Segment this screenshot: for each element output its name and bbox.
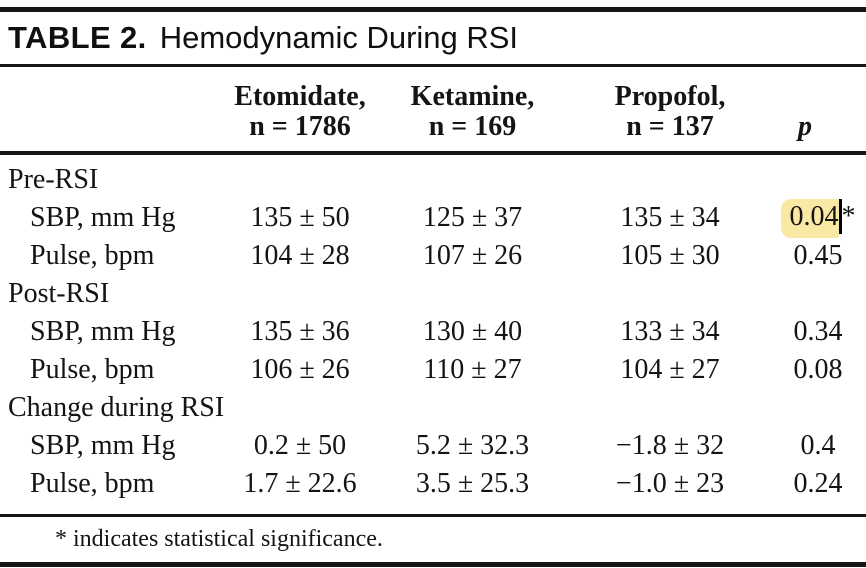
cell-propofol: 104 ± 27 — [620, 354, 720, 386]
section-change-rsi: Change during RSI — [0, 389, 866, 427]
section-pre-rsi: Pre-RSI — [0, 153, 866, 199]
cell-etomidate: 1.7 ± 22.6 — [243, 468, 357, 500]
cell-ketamine: 3.5 ± 25.3 — [415, 468, 530, 500]
cell-p-value: 0.34 — [793, 316, 843, 348]
cell-etomidate: 135 ± 50 — [250, 202, 350, 234]
row-label: SBP, mm Hg — [30, 430, 176, 462]
cell-etomidate: 104 ± 28 — [250, 240, 350, 272]
cell-etomidate: 106 ± 26 — [250, 354, 350, 386]
table-number: TABLE 2. — [8, 20, 147, 55]
row-label: Pulse, bpm — [30, 468, 155, 500]
cell-ketamine: 5.2 ± 32.3 — [415, 430, 530, 462]
cell-ketamine: 107 ± 26 — [422, 240, 523, 272]
header-propofol: Propofol, — [614, 81, 726, 112]
header-row-drug-names: Etomidate, Ketamine, Propofol, — [0, 67, 866, 112]
table-row-change-pulse: Pulse, bpm 1.7 ± 22.6 3.5 ± 25.3 −1.0 ± … — [0, 465, 866, 503]
table-row-pre-sbp: SBP, mm Hg 135 ± 50 125 ± 37 135 ± 34 0.… — [0, 198, 866, 238]
cell-p-value: 0.24 — [793, 468, 843, 500]
cell-propofol: −1.0 ± 23 — [615, 468, 725, 500]
header-etomidate-n: n = 1786 — [225, 111, 375, 156]
cell-ketamine: 110 ± 27 — [423, 354, 522, 386]
header-etomidate: Etomidate, — [234, 81, 366, 112]
cell-p-value: 0.08 — [793, 354, 843, 386]
highlight-annotation[interactable]: 0.04 — [780, 198, 839, 238]
section-label: Pre-RSI — [8, 164, 99, 196]
cell-propofol: 105 ± 30 — [620, 240, 720, 272]
table-row-change-sbp: SBP, mm Hg 0.2 ± 50 5.2 ± 32.3 −1.8 ± 32… — [0, 427, 866, 465]
header-ketamine: Ketamine, — [410, 81, 535, 112]
cell-ketamine: 130 ± 40 — [422, 316, 523, 348]
footnote-rule — [0, 514, 866, 518]
cell-p-value: 0.4 — [800, 430, 836, 462]
cell-propofol: −1.8 ± 32 — [615, 430, 725, 462]
hemodynamics-table: Etomidate, Ketamine, Propofol, n = 1786 … — [0, 67, 866, 503]
header-propofol-n: n = 137 — [570, 111, 770, 156]
bottom-rule — [0, 562, 866, 568]
header-empty — [770, 67, 866, 112]
section-label: Change during RSI — [8, 392, 225, 424]
table-caption: Hemodynamic During RSI — [159, 20, 519, 55]
row-label: Pulse, bpm — [30, 354, 155, 386]
cell-propofol: 135 ± 34 — [620, 202, 720, 234]
title-rule — [0, 64, 866, 67]
row-label: SBP, mm Hg — [30, 202, 176, 234]
row-label: Pulse, bpm — [30, 240, 155, 272]
header-row-n-counts: n = 1786 n = 169 n = 137 p — [0, 111, 866, 156]
cell-p-value: 0.04 * — [770, 198, 866, 238]
header-p: p — [770, 111, 866, 156]
top-rule — [0, 7, 866, 12]
cell-etomidate: 0.2 ± 50 — [253, 430, 347, 462]
cell-etomidate: 135 ± 36 — [250, 316, 350, 348]
table-row-post-pulse: Pulse, bpm 106 ± 26 110 ± 27 104 ± 27 0.… — [0, 351, 866, 389]
section-label: Post-RSI — [8, 278, 110, 310]
cell-p-value: 0.45 — [793, 240, 843, 272]
table-row-post-sbp: SBP, mm Hg 135 ± 36 130 ± 40 133 ± 34 0.… — [0, 313, 866, 351]
row-label: SBP, mm Hg — [30, 316, 176, 348]
significance-asterisk: * — [841, 200, 856, 232]
header-ketamine-n: n = 169 — [375, 111, 570, 156]
cell-ketamine: 125 ± 37 — [422, 202, 523, 234]
section-post-rsi: Post-RSI — [0, 275, 866, 313]
header-empty — [0, 67, 225, 112]
cell-propofol: 133 ± 34 — [620, 316, 720, 348]
table-title: TABLE 2. Hemodynamic During RSI — [0, 12, 866, 64]
text-cursor — [838, 198, 842, 234]
footnote: * indicates statistical significance. — [55, 526, 383, 553]
header-empty — [0, 111, 225, 156]
table-row-pre-pulse: Pulse, bpm 104 ± 28 107 ± 26 105 ± 30 0.… — [0, 237, 866, 275]
